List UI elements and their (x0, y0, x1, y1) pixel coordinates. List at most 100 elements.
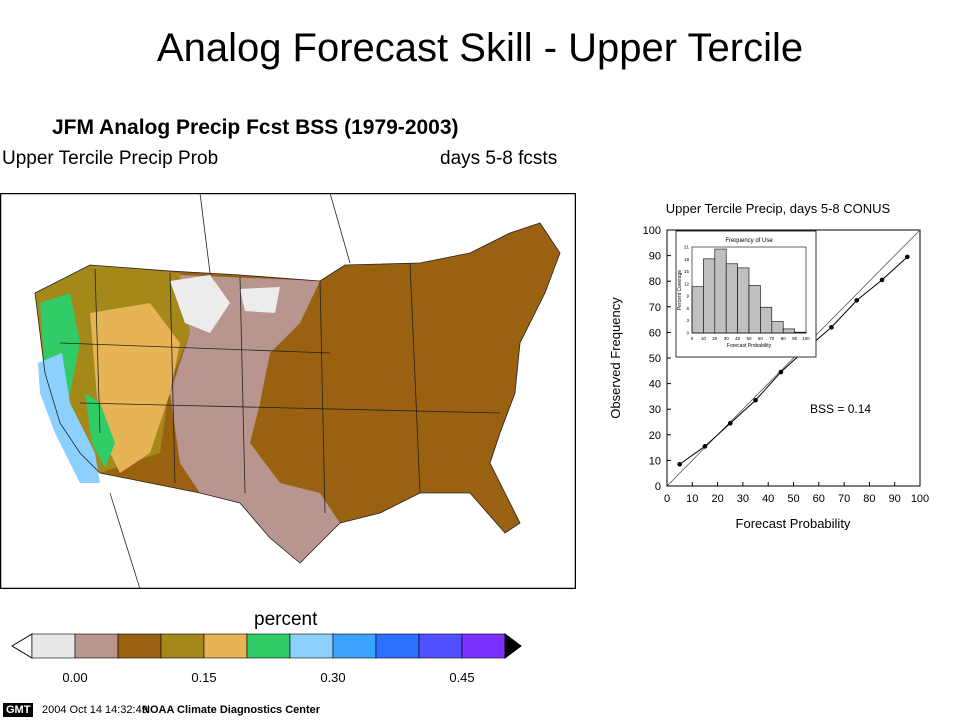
colorbar-label: percent (254, 609, 318, 630)
inset-bar (725, 263, 738, 334)
reliability-point (727, 420, 733, 426)
inset-y-tick-label: 9 (686, 294, 689, 299)
x-tick-label: 70 (838, 493, 850, 505)
y-tick-label: 70 (649, 302, 661, 314)
x-tick-label: 0 (664, 493, 670, 505)
y-tick-label: 80 (649, 276, 661, 288)
colorbar-swatch (461, 633, 506, 659)
reliability-line (679, 256, 908, 465)
reliability-point (702, 444, 708, 449)
y-tick-label: 30 (649, 404, 661, 416)
reliability-point (879, 277, 885, 283)
colorbar-tick-label: 0.15 (191, 670, 216, 685)
inset-bar (748, 285, 761, 334)
inset-x-tick-label: 50 (746, 336, 752, 341)
y-tick-label: 60 (649, 327, 661, 339)
colorbar-swatch (117, 633, 162, 659)
y-tick-label: 50 (649, 353, 661, 365)
colorbar-tick-label: 0.30 (320, 670, 345, 685)
colorbar-swatch (418, 633, 463, 659)
chart-title: Upper Tercile Precip, days 5-8 CONUS (666, 201, 891, 216)
y-tick-label: 90 (649, 251, 661, 263)
colorbar-tick-label: 0.00 (62, 670, 87, 685)
inset-x-tick-label: 60 (758, 336, 764, 341)
inset-bar (771, 321, 784, 334)
footer: GMT 2004 Oct 14 14:32:49 NOAA Climate Di… (0, 700, 380, 720)
x-tick-label: 50 (787, 493, 799, 505)
x-tick-label: 10 (686, 493, 698, 505)
colorbar-arrow-left (11, 633, 33, 659)
colorbar: 0.00 0.15 0.30 0.45 (11, 633, 522, 685)
inset-y-tick-label: 18 (684, 257, 690, 262)
map-subtitle-left: Upper Tercile Precip Prob (2, 148, 219, 169)
x-tick-label: 80 (863, 493, 875, 505)
map-subtitle-right: days 5-8 fcsts (440, 148, 558, 169)
inset-bar (691, 286, 704, 334)
x-tick-label: 90 (889, 493, 901, 505)
inset-x-tick-label: 70 (769, 336, 775, 341)
map-regions (35, 223, 560, 563)
reliability-chart: Upper Tercile Precip, days 5-8 CONUS 0 10… (608, 201, 929, 530)
colorbar-tick-label: 0.45 (449, 670, 474, 685)
colorbar-swatch (332, 633, 377, 659)
x-tick-label: 40 (762, 493, 774, 505)
reliability-point (753, 397, 758, 403)
inset-x-tick-label: 0 (691, 336, 694, 341)
colorbar-swatch (31, 633, 76, 659)
reliability-point (778, 369, 784, 375)
colorbar-arrow-right (504, 633, 522, 659)
colorbar-swatch (246, 633, 291, 659)
inset-bar (737, 267, 750, 334)
bss-annotation: BSS = 0.14 (810, 402, 871, 416)
reliability-point (829, 324, 834, 330)
inset-x-tick-label: 10 (701, 336, 707, 341)
inset-frame (691, 246, 807, 334)
colorbar-swatch (375, 633, 420, 659)
x-tick-label: 30 (737, 493, 749, 505)
inset-title: Frequency of Use (725, 238, 773, 244)
y-tick-label: 0 (655, 481, 661, 493)
inset-y-tick-label: 6 (686, 306, 689, 311)
bss-map (0, 193, 576, 589)
gmt-logo: GMT (3, 703, 34, 717)
footer-org: NOAA Climate Diagnostics Center (142, 704, 321, 716)
inset-y-tick-label: 0 (686, 331, 689, 336)
reliability-point (677, 461, 682, 467)
x-tick-label: 100 (911, 493, 929, 505)
inset-x-tick-label: 90 (792, 336, 798, 341)
slide-title: Analog Forecast Skill - Upper Tercile (156, 26, 804, 70)
y-tick-label: 100 (643, 225, 661, 237)
inset-x-tick-label: 100 (802, 336, 810, 341)
inset-bar (714, 248, 727, 334)
inset-y-label: Percent Coverage (677, 270, 683, 311)
inset-x-tick-label: 80 (781, 336, 787, 341)
inset-y-tick-label: 21 (684, 245, 690, 250)
x-axis-label: Forecast Probability (736, 516, 851, 530)
map-title: JFM Analog Precip Fcst BSS (1979-2003) (52, 116, 459, 139)
inset-bar (782, 328, 795, 334)
inset-x-tick-label: 30 (724, 336, 730, 341)
reliability-point (905, 254, 910, 260)
perfect-reliability-line (666, 229, 921, 487)
inset-bar (703, 258, 716, 334)
map-borders (34, 193, 561, 589)
inset-bar (760, 306, 773, 334)
colorbar-swatch (203, 633, 248, 659)
y-tick-label: 10 (649, 455, 661, 467)
y-axis-label: Observed Frequency (608, 297, 623, 419)
inset-y-tick-label: 3 (686, 318, 689, 323)
inset-y-tick-label: 12 (684, 281, 690, 286)
x-tick-label: 60 (813, 493, 825, 505)
colorbar-swatch (74, 633, 119, 659)
inset-x-label: Forecast Probability (727, 343, 772, 349)
colorbar-swatch (160, 633, 205, 659)
footer-timestamp: 2004 Oct 14 14:32:49 (42, 704, 148, 716)
inset-x-tick-label: 20 (712, 336, 718, 341)
reliability-point (854, 298, 860, 303)
x-tick-label: 20 (711, 493, 723, 505)
inset-y-tick-label: 15 (684, 269, 690, 274)
inset-x-tick-label: 40 (735, 336, 741, 341)
y-tick-label: 40 (649, 379, 661, 391)
colorbar-swatch (289, 633, 334, 659)
y-tick-label: 20 (649, 430, 661, 442)
